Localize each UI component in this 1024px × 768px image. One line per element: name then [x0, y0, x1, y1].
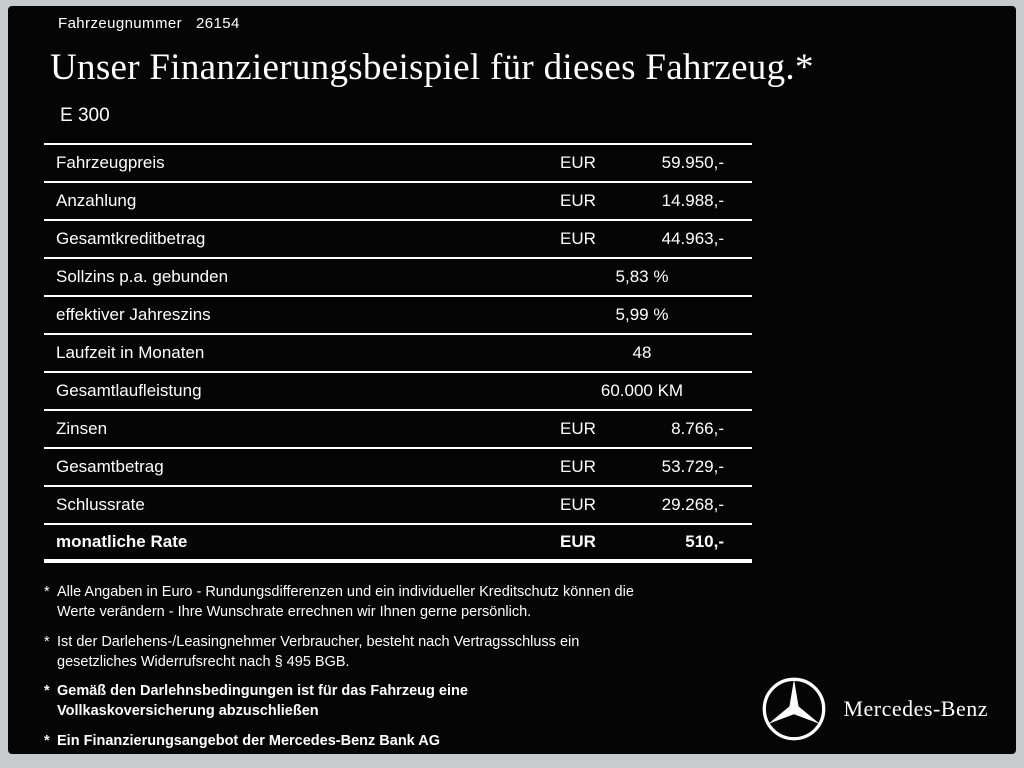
row-label: monatliche Rate	[56, 532, 188, 551]
table-row: Gesamtkreditbetrag EUR 44.963,-	[44, 221, 752, 259]
vehicle-number-label: Fahrzeugnummer	[58, 15, 182, 32]
footnote-text: Gemäß den Darlehnsbedingungen ist für da…	[57, 683, 468, 720]
row-value: 48	[632, 343, 652, 362]
table-row: Sollzins p.a. gebunden 5,83 %	[44, 259, 752, 297]
row-label: Gesamtlaufleistung	[56, 381, 202, 400]
finance-table: Fahrzeugpreis EUR 59.950,- Anzahlung EUR…	[44, 143, 752, 563]
footnote-text: Ist der Darlehens-/Leasingnehmer Verbrau…	[57, 633, 580, 670]
currency-label: EUR	[560, 457, 596, 476]
table-row: Zinsen EUR 8.766,-	[44, 411, 752, 449]
row-label: Schlussrate	[56, 495, 145, 514]
row-value-cell: EUR 59.950,-	[560, 153, 752, 173]
row-value-cell: EUR 29.268,-	[560, 495, 752, 515]
table-row: Fahrzeugpreis EUR 59.950,-	[44, 145, 752, 183]
footnote: * Ein Finanzierungsangebot der Mercedes-…	[44, 731, 744, 751]
row-value: 510,-	[685, 532, 724, 551]
brand-area: Mercedes-Benz	[761, 676, 988, 742]
finance-sheet: Fahrzeugnummer 26154 Unser Finanzierungs…	[8, 6, 1016, 754]
footnotes: * Alle Angaben in Euro - Rundungsdiffere…	[44, 582, 744, 760]
row-value: 8.766,-	[671, 419, 724, 438]
row-label: Gesamtbetrag	[56, 457, 164, 476]
footnote-marker: *	[44, 584, 50, 600]
row-label: Laufzeit in Monaten	[56, 343, 205, 362]
footnote-text: Ein Finanzierungsangebot der Mercedes-Be…	[57, 732, 440, 749]
row-value: 53.729,-	[661, 457, 724, 476]
vehicle-number-value: 26154	[195, 15, 240, 32]
row-value-cell: EUR 8.766,-	[560, 419, 752, 439]
row-label: Sollzins p.a. gebunden	[56, 267, 229, 286]
row-value: 59.950,-	[661, 153, 724, 172]
footnote: * Gemäß den Darlehnsbedingungen ist für …	[44, 681, 744, 722]
row-value: 29.268,-	[661, 495, 724, 514]
footnote: * Ist der Darlehens-/Leasingnehmer Verbr…	[44, 632, 744, 673]
row-value: 60.000 KM	[600, 381, 684, 400]
footnote: * Alle Angaben in Euro - Rundungsdiffere…	[44, 582, 744, 623]
table-row-monthly-rate: monatliche Rate EUR 510,-	[44, 525, 752, 563]
row-value-cell: 5,83 %	[560, 267, 752, 287]
row-label: Gesamtkreditbetrag	[56, 229, 206, 248]
currency-label: EUR	[560, 153, 596, 172]
footnote-marker: *	[44, 633, 50, 650]
row-label: Anzahlung	[56, 191, 137, 210]
page-title: Unser Finanzierungsbeispiel für dieses F…	[50, 47, 814, 88]
table-row: Gesamtlaufleistung 60.000 KM	[44, 373, 752, 411]
row-value-cell: 60.000 KM	[560, 381, 752, 401]
row-label: Fahrzeugpreis	[56, 153, 165, 172]
row-value: 44.963,-	[661, 229, 724, 248]
footnote-text: Alle Angaben in Euro - Rundungsdifferenz…	[57, 584, 634, 621]
currency-label: EUR	[560, 532, 596, 551]
vehicle-number: Fahrzeugnummer 26154	[58, 15, 240, 32]
vehicle-model: E 300	[60, 105, 110, 126]
table-row: Laufzeit in Monaten 48	[44, 335, 752, 373]
row-value-cell: EUR 510,-	[560, 532, 752, 552]
row-value-cell: EUR 53.729,-	[560, 457, 752, 477]
mercedes-star-icon	[761, 676, 827, 742]
table-row: Gesamtbetrag EUR 53.729,-	[44, 449, 752, 487]
row-label: effektiver Jahreszins	[56, 305, 211, 324]
table-row: Anzahlung EUR 14.988,-	[44, 183, 752, 221]
footnote-marker: *	[44, 732, 50, 749]
footnote-marker: *	[44, 683, 50, 700]
row-label: Zinsen	[56, 419, 108, 438]
table-row: Schlussrate EUR 29.268,-	[44, 487, 752, 525]
row-value: 14.988,-	[661, 191, 724, 210]
currency-label: EUR	[560, 495, 596, 514]
row-value: 5,99 %	[615, 305, 669, 324]
row-value-cell: 5,99 %	[560, 305, 752, 325]
table-row: effektiver Jahreszins 5,99 %	[44, 297, 752, 335]
brand-wordmark: Mercedes-Benz	[843, 696, 988, 721]
row-value-cell: EUR 14.988,-	[560, 191, 752, 211]
currency-label: EUR	[560, 419, 596, 438]
currency-label: EUR	[560, 229, 596, 248]
row-value-cell: EUR 44.963,-	[560, 229, 752, 249]
row-value-cell: 48	[560, 343, 752, 363]
currency-label: EUR	[560, 191, 596, 210]
row-value: 5,83 %	[615, 267, 669, 286]
